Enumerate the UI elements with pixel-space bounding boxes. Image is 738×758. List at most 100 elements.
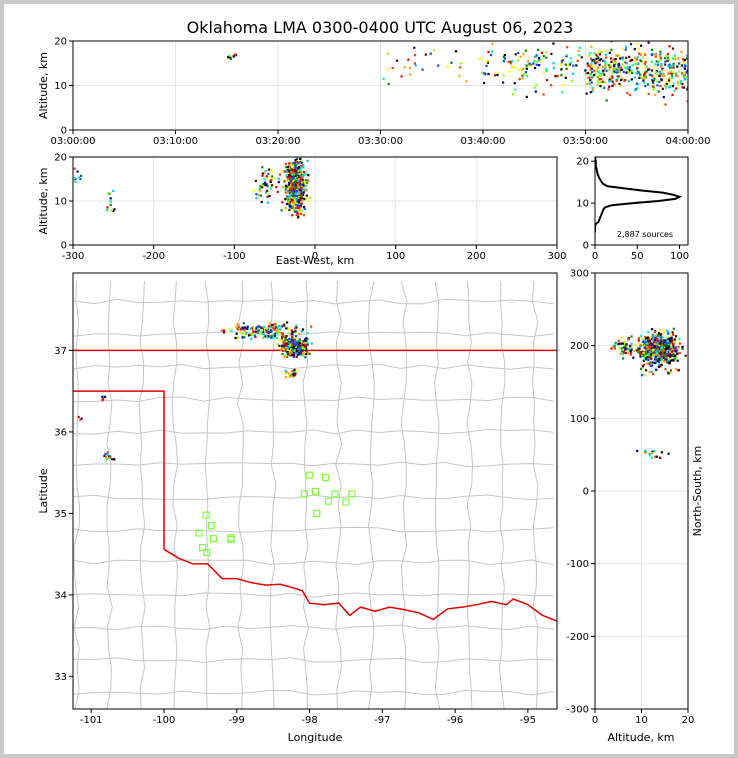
map-xtick-label: -101: [80, 715, 103, 726]
lightning-source-point: [299, 209, 302, 212]
lightning-source-point: [648, 351, 651, 354]
lightning-source-point: [521, 69, 524, 72]
lightning-source-point: [647, 92, 650, 95]
lightning-source-point: [298, 351, 301, 354]
lightning-source-point: [651, 48, 654, 51]
lightning-source-point: [285, 340, 288, 343]
lightning-source-point: [257, 330, 260, 333]
lightning-source-point: [678, 62, 681, 65]
lightning-source-point: [633, 89, 636, 92]
state-boundary-panhandle: [73, 390, 165, 550]
altns-ytick-label: -200: [566, 632, 589, 643]
lightning-source-point: [232, 55, 235, 58]
lightning-source-point: [260, 333, 263, 336]
lightning-source-point: [561, 59, 564, 62]
lightning-source-point: [586, 62, 589, 65]
lightning-source-point: [249, 327, 252, 330]
lightning-source-point: [79, 174, 83, 177]
lightning-source-point: [618, 63, 621, 66]
lightning-source-point: [503, 53, 506, 57]
lightning-source-point: [671, 47, 675, 50]
lightning-source-point: [664, 368, 667, 371]
lightning-source-point: [305, 337, 308, 340]
lightning-source-point: [291, 374, 294, 377]
lightning-source-point: [619, 57, 622, 60]
lightning-source-point: [648, 73, 651, 76]
lightning-source-point: [659, 365, 662, 368]
lightning-source-point: [270, 329, 273, 333]
lightning-source-point: [260, 326, 263, 329]
lightning-source-point: [290, 198, 293, 201]
lightning-source-point: [294, 159, 297, 162]
lightning-source-point: [106, 453, 109, 456]
lightning-source-point: [112, 189, 115, 193]
lightning-source-point: [629, 352, 633, 355]
lightning-source-point: [653, 77, 656, 80]
lightning-source-point: [538, 59, 541, 62]
lightning-source-point: [668, 362, 671, 365]
lightning-source-point: [670, 336, 673, 339]
lightning-source-point: [275, 337, 278, 340]
lightning-source-point: [292, 206, 295, 209]
lightning-source-point: [278, 329, 281, 332]
lightning-source-point: [618, 346, 621, 349]
lightning-source-point: [301, 180, 304, 183]
lightning-source-point: [282, 349, 285, 352]
lightning-source-point: [608, 78, 611, 82]
lightning-source-point: [599, 85, 602, 88]
lightning-source-point: [534, 55, 537, 58]
lightning-source-point: [301, 346, 304, 349]
lightning-source-point: [267, 175, 270, 179]
lightning-source-point: [673, 349, 676, 352]
lightning-source-point: [295, 324, 298, 327]
lightning-source-point: [221, 329, 224, 332]
lightning-source-point: [593, 60, 596, 63]
lightning-source-point: [285, 191, 289, 194]
lightning-source-point: [287, 327, 290, 330]
lightning-source-point: [290, 351, 293, 354]
lightning-source-point: [289, 372, 292, 375]
lightning-source-point: [286, 188, 289, 191]
lightning-source-point: [288, 340, 291, 344]
lightning-source-point: [299, 348, 302, 351]
lightning-source-point: [387, 52, 390, 55]
lightning-source-point: [636, 72, 639, 75]
lightning-source-point: [657, 339, 660, 342]
lightning-source-point: [664, 84, 668, 87]
lightning-source-point: [664, 347, 667, 350]
lightning-source-point: [649, 342, 652, 345]
lightning-source-point: [230, 329, 233, 333]
lightning-source-point: [641, 56, 644, 59]
lightning-source-point: [668, 358, 671, 361]
lightning-source-point: [533, 86, 536, 89]
lightning-source-point: [534, 90, 537, 93]
lightning-source-point: [630, 69, 633, 72]
lightning-source-point: [305, 344, 308, 347]
lightning-source-point: [278, 339, 282, 342]
lightning-source-point: [644, 70, 647, 74]
lightning-source-point: [590, 81, 593, 84]
lightning-source-point: [621, 68, 624, 71]
lightning-source-point: [298, 161, 301, 164]
lightning-source-point: [650, 370, 653, 373]
lightning-source-point: [306, 343, 309, 346]
lightning-source-point: [289, 179, 292, 182]
county-boundary: [73, 298, 554, 305]
lightning-source-point: [296, 153, 298, 155]
lightning-source-point: [509, 60, 512, 63]
lightning-source-point: [287, 172, 290, 175]
lightning-source-point: [288, 373, 291, 376]
lightning-source-point: [261, 172, 264, 175]
lightning-source-point: [270, 336, 273, 340]
lightning-source-point: [278, 344, 281, 347]
lightning-source-point: [681, 345, 684, 349]
lightning-source-point: [591, 86, 594, 90]
lightning-source-point: [302, 344, 305, 347]
lightning-source-point: [290, 342, 293, 345]
lightning-source-point: [675, 87, 678, 90]
lightning-source-point: [414, 54, 417, 57]
lightning-source-point: [656, 343, 659, 346]
lightning-source-point: [663, 342, 667, 345]
lightning-source-point: [596, 55, 599, 58]
lma-station-marker: [305, 471, 314, 479]
